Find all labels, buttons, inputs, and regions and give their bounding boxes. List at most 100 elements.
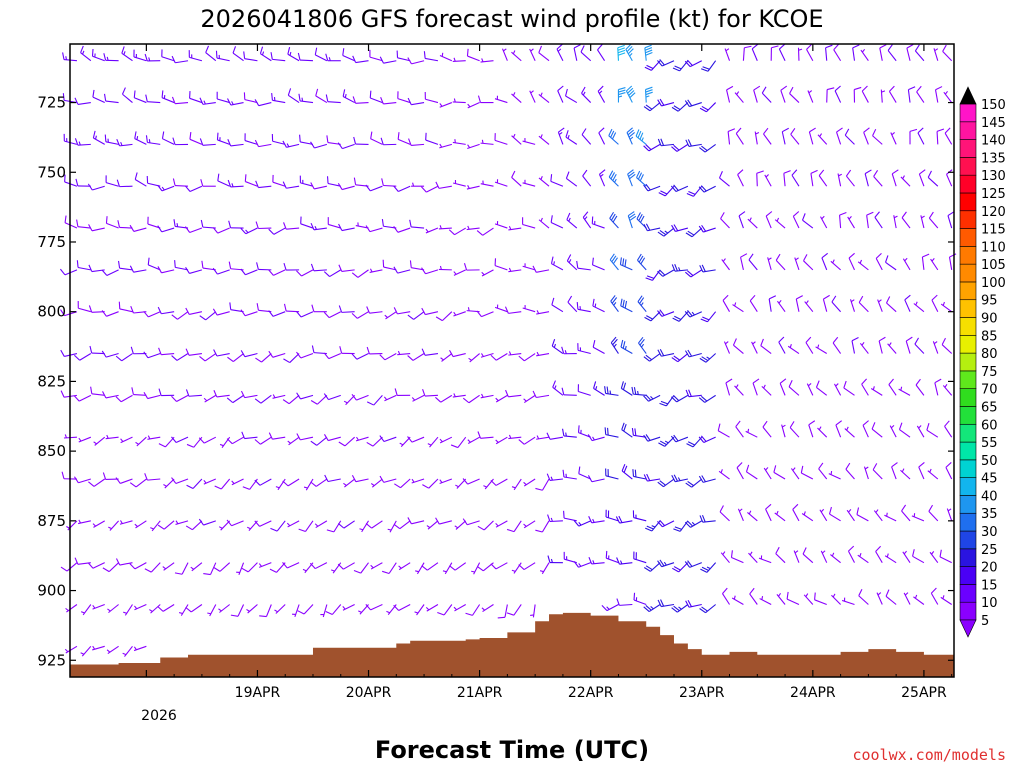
wind-barb (230, 604, 245, 617)
colorbar-label: 20 (981, 561, 998, 576)
wind-barb (947, 211, 955, 229)
wind-barb (453, 604, 466, 612)
colorbar-label: 145 (981, 116, 1006, 131)
colorbar-swatch (959, 335, 977, 354)
wind-barb (287, 47, 300, 62)
wind-barb (226, 394, 244, 404)
wind-barb (834, 85, 842, 103)
wind-barb (820, 550, 828, 563)
wind-barb (751, 341, 758, 354)
wind-barb (530, 604, 536, 618)
wind-barb (424, 91, 439, 104)
wind-barb (904, 294, 911, 312)
wind-barb (172, 178, 189, 187)
wind-barb (143, 310, 161, 318)
y-tick-label: 750 (37, 163, 66, 181)
wind-barb (129, 265, 147, 273)
wind-barb (439, 52, 453, 62)
wind-barb (901, 211, 911, 229)
wind-barb (745, 464, 758, 480)
wind-barb (411, 182, 425, 187)
wind-barb (494, 95, 508, 104)
colorbar-swatch (959, 601, 977, 621)
wind-barb (480, 58, 494, 63)
wind-barb (804, 300, 814, 313)
wind-barb (420, 185, 439, 193)
wind-barbs (59, 43, 957, 657)
wind-barb (92, 130, 105, 145)
wind-barb (817, 133, 828, 145)
wind-barb (351, 393, 369, 401)
wind-barb (157, 520, 175, 530)
wind-barb (74, 97, 91, 105)
wind-barb (888, 378, 897, 396)
wind-barb (538, 217, 550, 229)
colorbar-label: 80 (981, 347, 998, 362)
wind-barb (76, 219, 91, 229)
wind-barb (60, 309, 78, 317)
wind-barb (616, 557, 633, 565)
wind-barb (581, 86, 592, 103)
wind-barb (885, 589, 897, 605)
wind-barb (147, 257, 161, 271)
wind-barb (185, 348, 202, 356)
wind-barb (91, 48, 105, 62)
wind-barb (789, 86, 800, 103)
wind-barb (632, 469, 647, 480)
wind-barb (465, 604, 481, 616)
wind-barb (157, 225, 175, 233)
wind-barb (366, 306, 383, 314)
wind-barb (940, 595, 952, 605)
wind-barb (380, 137, 397, 146)
wind-barb (283, 222, 300, 230)
wind-barb (397, 91, 411, 104)
colorbar-swatch (959, 192, 977, 212)
wind-barb (720, 551, 730, 564)
colorbar-swatch (959, 370, 977, 389)
wind-barb (212, 308, 230, 316)
wind-barb (337, 142, 355, 150)
wind-barb (103, 93, 119, 104)
wind-barb (212, 227, 230, 234)
wind-barb (927, 468, 939, 480)
wind-barb (608, 170, 619, 187)
wind-barb (462, 518, 480, 526)
wind-barb (835, 420, 843, 438)
wind-barb (810, 169, 818, 187)
x-tick-label: 19APR (235, 685, 281, 701)
wind-barb (119, 520, 133, 525)
colorbar-label: 120 (981, 205, 1006, 220)
wind-barb (353, 136, 369, 145)
chart-title: 2026041806 GFS forecast wind profile (kt… (200, 5, 823, 33)
wind-barb (437, 604, 453, 616)
wind-barb (59, 268, 78, 276)
wind-barb (815, 380, 828, 396)
colorbar-swatch (959, 548, 977, 567)
wind-barb (369, 49, 383, 62)
wind-barb (228, 220, 244, 229)
wind-barb (254, 394, 272, 404)
wind-barb (918, 462, 925, 480)
wind-barb (523, 520, 536, 529)
wind-barb (323, 434, 341, 442)
wind-barb (891, 169, 899, 187)
wind-barb (394, 388, 411, 396)
wind-barb (872, 128, 883, 145)
wind-barb (672, 562, 689, 573)
wind-barb (271, 133, 286, 145)
wind-barb (78, 436, 92, 443)
wind-barb (561, 346, 577, 355)
wind-barb (801, 511, 814, 522)
wind-barb (684, 560, 702, 568)
wind-barb (775, 253, 786, 271)
x-tick-label: 20APR (346, 685, 392, 701)
wind-barb (768, 295, 777, 312)
wind-barb (381, 178, 397, 187)
wind-barb (830, 259, 841, 271)
wind-barb (685, 389, 702, 398)
wind-barb (532, 265, 550, 273)
wind-barb (382, 259, 397, 271)
wind-barb (158, 347, 175, 356)
wind-barb (241, 562, 258, 573)
wind-barb (370, 131, 383, 145)
